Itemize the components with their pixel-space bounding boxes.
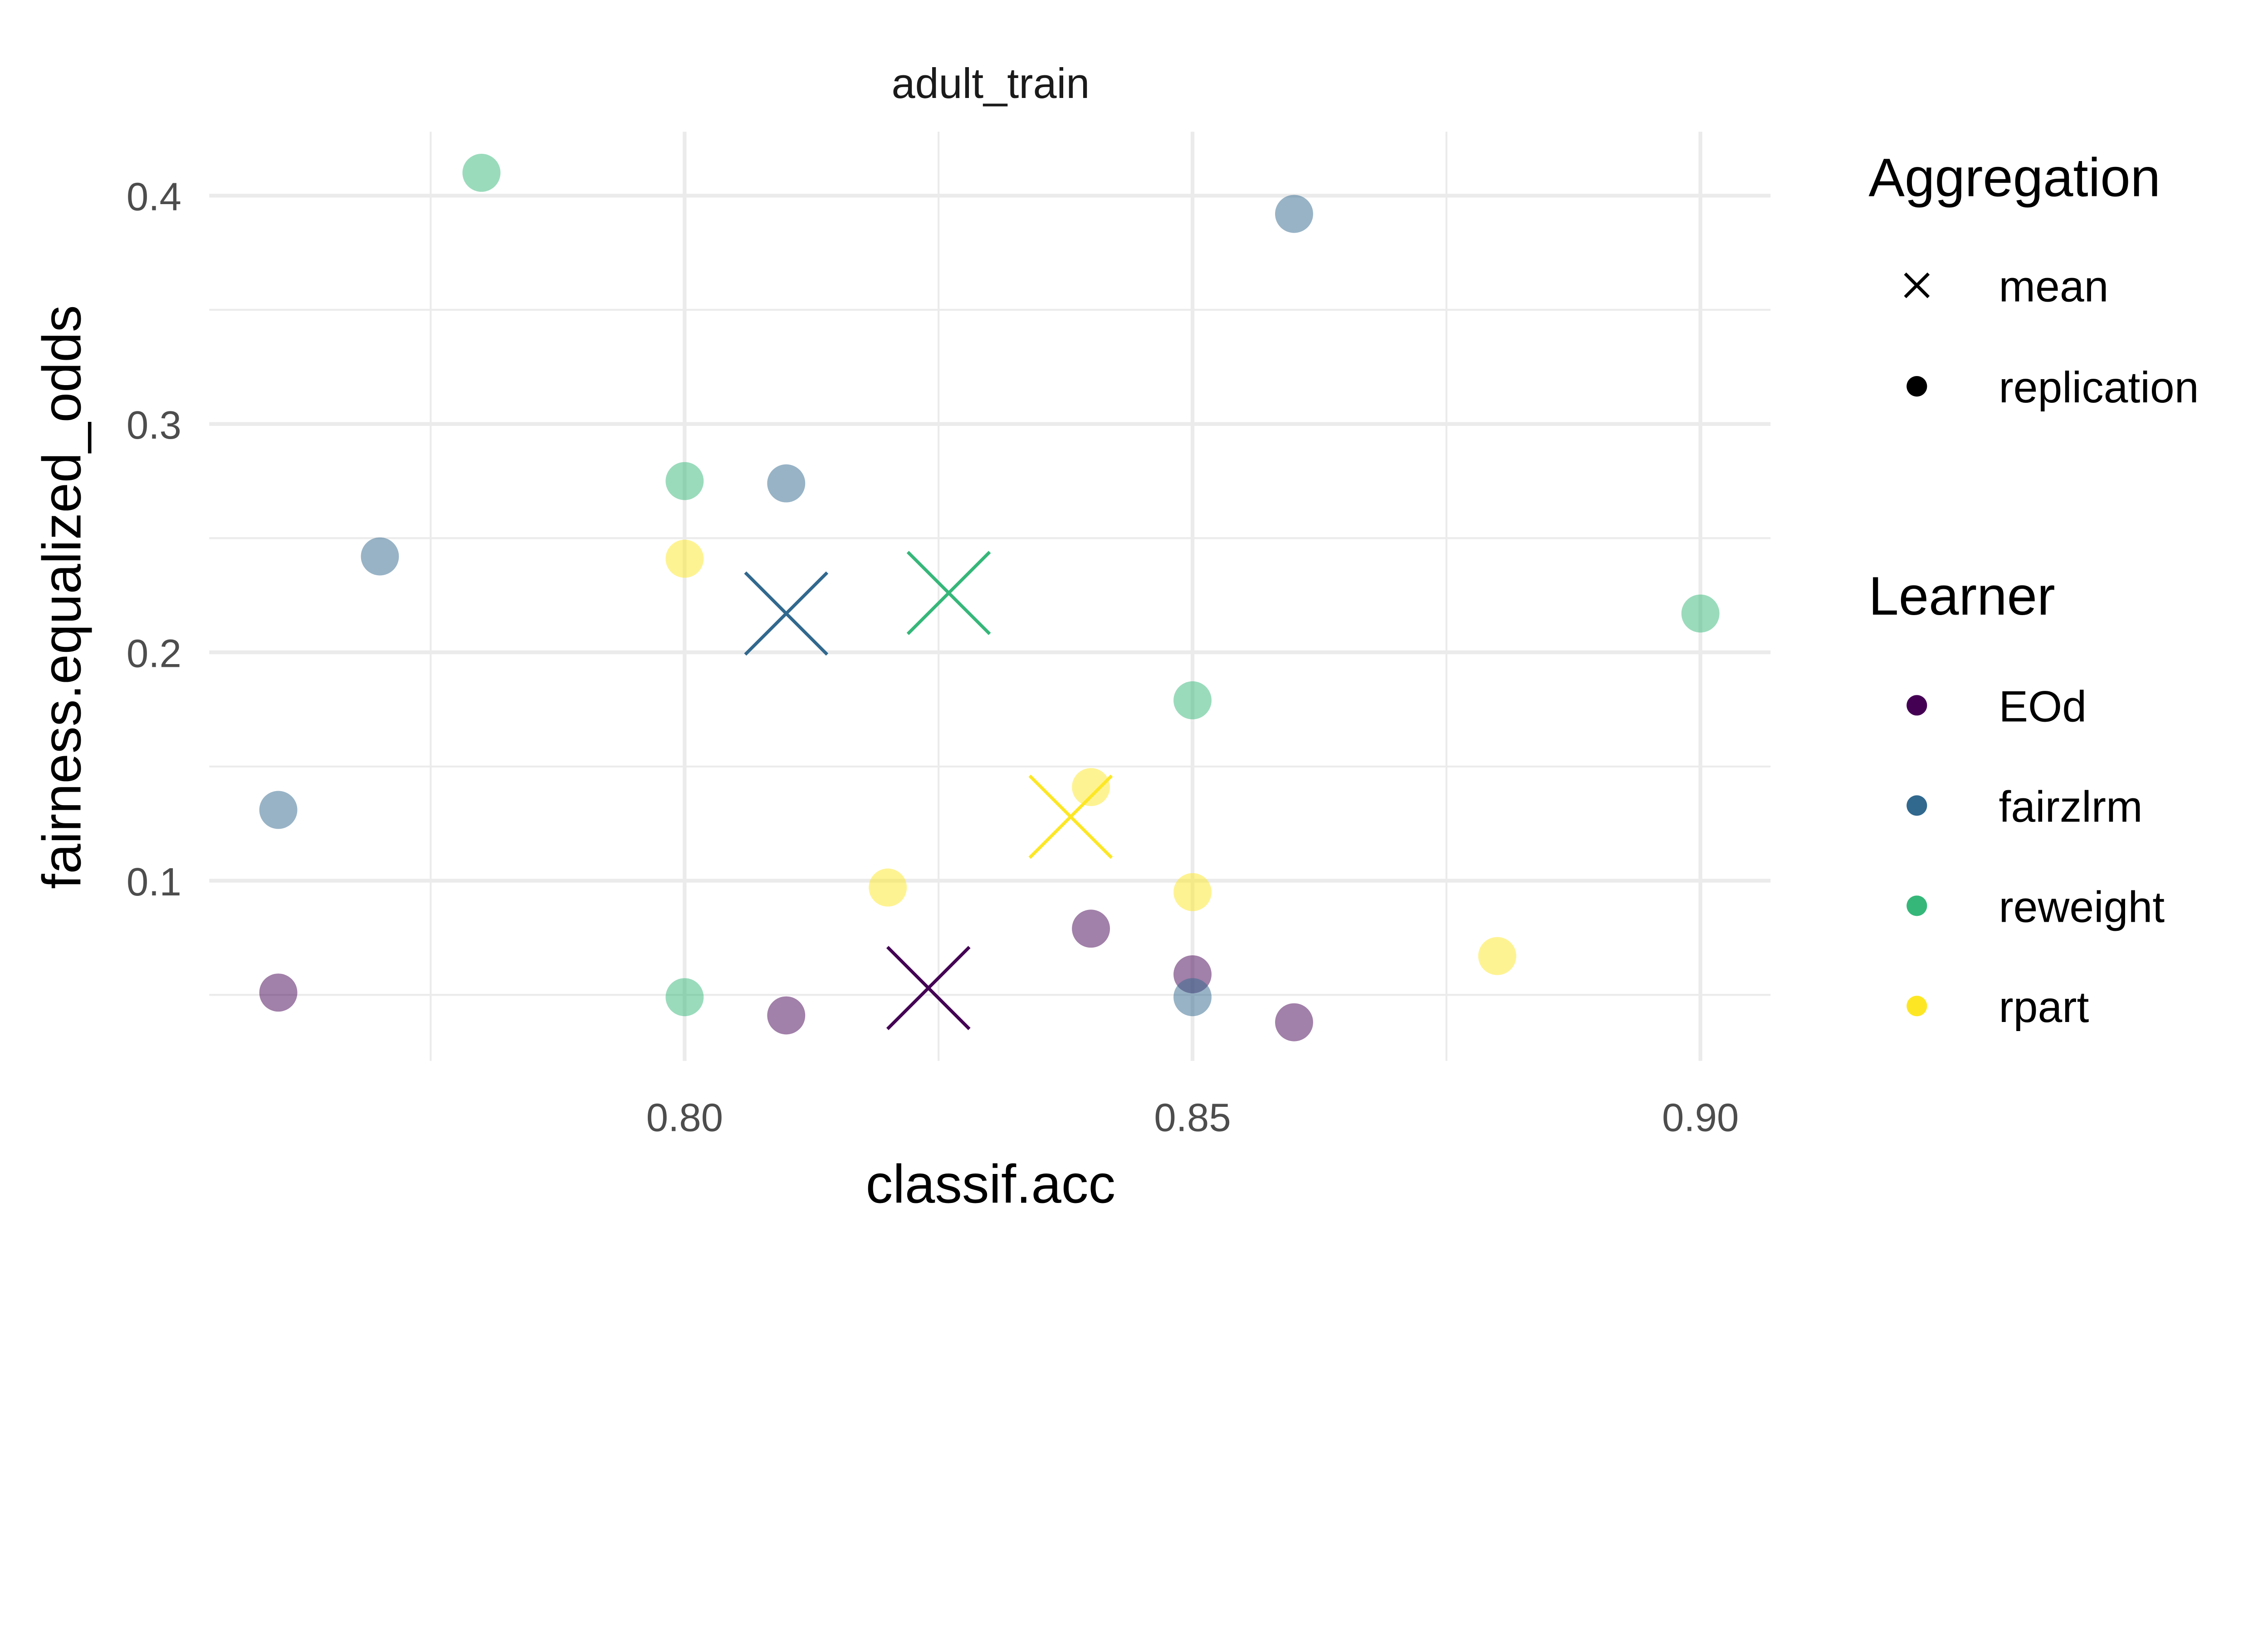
point-fairzlrm-replication	[1275, 195, 1313, 233]
legend-label: replication	[1999, 362, 2199, 412]
y-axis-ticks: 0.1 0.2 0.3 0.4	[127, 175, 181, 904]
y-tick-label: 0.4	[127, 175, 181, 219]
point-fairzlrm-mean	[744, 571, 829, 656]
y-tick-label: 0.1	[127, 860, 181, 904]
point-EOd-replication	[767, 996, 806, 1035]
x-tick-label: 0.85	[1154, 1096, 1231, 1140]
points-layer	[259, 154, 1720, 1041]
point-rpart-replication	[665, 539, 704, 578]
point-fairzlrm-replication	[767, 464, 806, 503]
legend-key-EOd	[1906, 695, 1927, 716]
legend-key-fairzlrm	[1906, 795, 1927, 816]
legend: Aggregation mean replication Learner EOd fair…	[1868, 147, 2199, 1032]
legend-title-aggregation: Aggregation	[1868, 147, 2160, 208]
point-EOd-mean	[886, 946, 971, 1030]
cross-icon	[1904, 272, 1930, 298]
point-fairzlrm-replication	[1173, 978, 1212, 1017]
legend-label: EOd	[1999, 681, 2087, 731]
legend-title-learner: Learner	[1868, 566, 2055, 626]
point-rpart-replication	[1072, 768, 1110, 807]
point-rpart-replication	[1173, 873, 1212, 911]
scatter-chart: adult_train 0.80 0.85 0.90 0.1 0.2 0.3 0.4 cl…	[32, 59, 2199, 1215]
x-tick-label: 0.80	[646, 1096, 723, 1140]
legend-key-reweight	[1906, 895, 1927, 916]
point-fairzlrm-replication	[259, 791, 298, 829]
x-tick-label: 0.90	[1662, 1096, 1739, 1140]
legend-label: reweight	[1999, 882, 2165, 931]
point-reweight-replication	[665, 462, 704, 500]
point-rpart-replication	[869, 868, 907, 907]
y-tick-label: 0.3	[127, 403, 181, 447]
legend-key-rpart	[1906, 996, 1927, 1017]
circle-icon	[1906, 376, 1927, 397]
facet-title: adult_train	[891, 59, 1090, 107]
point-reweight-replication	[1173, 681, 1212, 719]
point-rpart-replication	[1478, 937, 1516, 975]
point-fairzlrm-replication	[361, 537, 399, 576]
point-rpart-mean	[1028, 774, 1113, 859]
legend-label: fairzlrm	[1999, 782, 2142, 831]
x-axis-ticks: 0.80 0.85 0.90	[646, 1096, 1739, 1140]
point-reweight-replication	[462, 154, 501, 192]
point-EOd-replication	[259, 973, 298, 1012]
x-axis-label: classif.acc	[866, 1154, 1115, 1215]
legend-label: rpart	[1999, 982, 2089, 1032]
y-tick-label: 0.2	[127, 631, 181, 675]
legend-label: mean	[1999, 262, 2108, 311]
point-EOd-replication	[1072, 909, 1110, 948]
point-reweight-replication	[665, 978, 704, 1017]
grid	[209, 132, 1771, 1061]
point-EOd-replication	[1275, 1003, 1313, 1041]
y-axis-label: fairness.equalized_odds	[32, 305, 92, 889]
point-reweight-replication	[1681, 594, 1720, 633]
point-reweight-mean	[906, 551, 991, 636]
